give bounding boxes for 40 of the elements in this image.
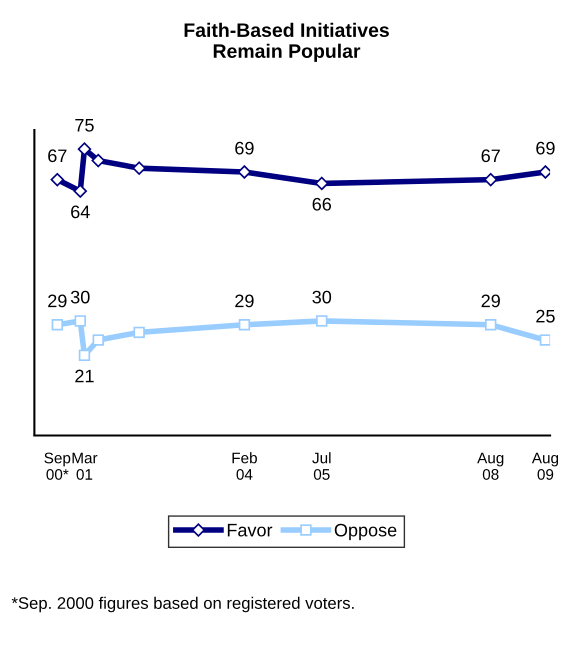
x-tick-label: Aug 08 xyxy=(477,452,504,480)
data-label: 25 xyxy=(536,310,555,323)
legend-label: Favor xyxy=(228,524,272,537)
x-tick-label: Aug 09 xyxy=(532,452,558,480)
point xyxy=(50,172,64,186)
data-label: 29 xyxy=(235,294,254,308)
point xyxy=(485,319,496,330)
x-tick-label: Mar 01 xyxy=(72,452,98,480)
data-label: 69 xyxy=(235,142,254,155)
x-tick-label: Jul 05 xyxy=(312,452,331,480)
data-label: 69 xyxy=(536,142,555,155)
x-tick-label: Feb 04 xyxy=(232,452,257,480)
point xyxy=(238,319,250,330)
point xyxy=(92,334,104,346)
point xyxy=(133,326,145,338)
data-label: 67 xyxy=(48,149,66,162)
data-label: 30 xyxy=(312,290,332,304)
x-tick-label: Sep 00* xyxy=(44,452,70,480)
point xyxy=(74,315,86,327)
point xyxy=(78,350,90,361)
point xyxy=(540,334,550,346)
point xyxy=(316,315,328,327)
point xyxy=(238,165,252,179)
data-label: 30 xyxy=(70,290,90,304)
point xyxy=(92,154,105,168)
chart-title: Faith-Based Initiatives Remain Popular xyxy=(184,22,389,62)
point xyxy=(78,142,92,156)
point xyxy=(74,184,87,198)
data-label: 75 xyxy=(75,119,94,132)
legend-label: Oppose xyxy=(334,524,396,540)
data-label: 29 xyxy=(482,294,500,308)
point xyxy=(132,161,146,175)
data-label: 66 xyxy=(312,198,332,211)
data-label: 21 xyxy=(75,370,94,382)
data-label: 64 xyxy=(71,205,90,218)
point xyxy=(315,176,328,190)
point xyxy=(52,319,64,330)
data-label: 29 xyxy=(48,294,67,308)
data-label: 67 xyxy=(482,149,500,162)
text: *Sep. 2000 figures based on registered voters. xyxy=(12,596,354,612)
